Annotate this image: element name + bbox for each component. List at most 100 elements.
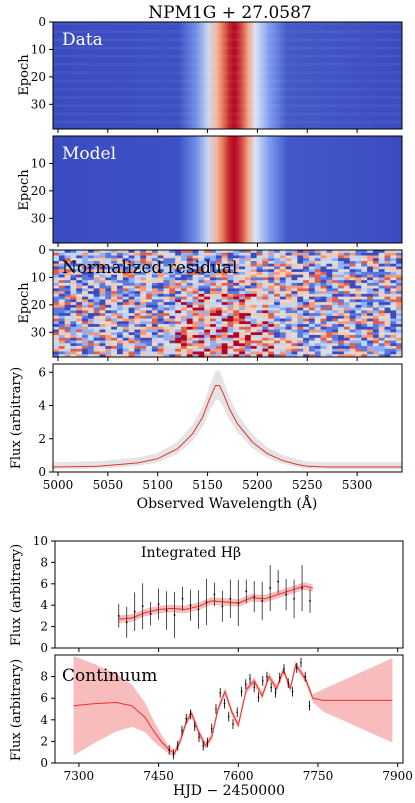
residual-cell — [151, 282, 159, 287]
residual-cell — [372, 321, 380, 325]
residual-cell — [58, 271, 66, 276]
residual-cell — [210, 310, 217, 314]
residual-cell — [87, 274, 95, 278]
residual-cell — [378, 302, 385, 306]
residual-cell — [256, 288, 263, 292]
residual-cell — [361, 282, 368, 287]
residual-cell — [204, 315, 211, 319]
residual-cell — [256, 348, 263, 352]
residual-cell — [349, 291, 356, 295]
hbeta-point — [269, 587, 272, 589]
residual-cell — [87, 310, 95, 314]
residual-cell — [314, 282, 321, 287]
residual-cell — [122, 282, 130, 287]
residual-cell — [268, 252, 275, 256]
residual-cell — [215, 346, 223, 350]
residual-cell — [396, 263, 403, 267]
residual-cell — [169, 307, 176, 311]
residual-cell — [390, 302, 397, 306]
residual-cell — [151, 266, 159, 270]
residual-cell — [326, 277, 333, 281]
residual-cell — [396, 291, 403, 295]
residual-cell — [87, 354, 95, 358]
residual-cell — [244, 343, 252, 347]
residual-cell — [390, 296, 397, 300]
residual-cell — [82, 324, 89, 328]
residual-cell — [297, 329, 304, 333]
residual-cell — [390, 277, 397, 281]
residual-cell — [338, 343, 345, 347]
residual-cell — [384, 258, 391, 262]
residual-cell — [332, 274, 339, 278]
residual-cell — [163, 348, 170, 352]
residual-cell — [355, 280, 362, 284]
residual-cell — [210, 335, 217, 339]
residual-cell — [175, 346, 182, 350]
residual-cell — [93, 252, 100, 256]
residual-cell — [303, 282, 310, 287]
residual-cell — [192, 304, 199, 309]
residual-cell — [151, 250, 159, 254]
residual-cell — [105, 255, 112, 259]
heatmap-data-epoch-row — [53, 46, 402, 50]
residual-cell — [250, 266, 257, 270]
residual-cell — [343, 337, 351, 341]
residual-cell — [192, 296, 199, 300]
residual-cell — [87, 285, 95, 289]
residual-cell — [233, 326, 240, 330]
residual-cell — [384, 343, 391, 347]
residual-cell — [291, 250, 298, 254]
residual-cell — [64, 280, 71, 284]
residual-cell — [361, 285, 368, 289]
residual-cell — [349, 354, 356, 358]
residual-cell — [116, 324, 124, 328]
residual-cell — [227, 293, 234, 298]
residual-cell — [87, 255, 95, 259]
residual-cell — [349, 348, 356, 352]
residual-cell — [76, 250, 83, 254]
residual-cell — [227, 307, 234, 311]
residual-cell — [175, 348, 182, 352]
residual-cell — [82, 260, 89, 265]
residual-cell — [227, 263, 234, 267]
residual-cell — [291, 288, 298, 292]
residual-cell — [169, 280, 176, 284]
residual-cell — [76, 291, 83, 295]
residual-cell — [378, 307, 385, 311]
residual-cell — [274, 250, 281, 254]
residual-cell — [221, 293, 228, 298]
residual-cell — [244, 299, 252, 303]
residual-cell — [151, 343, 159, 347]
hbeta-point — [125, 621, 128, 624]
residual-cell — [175, 343, 182, 347]
residual-cell — [175, 263, 182, 267]
residual-cell — [343, 288, 351, 292]
residual-cell — [338, 285, 345, 289]
residual-cell — [338, 269, 345, 273]
residual-cell — [204, 348, 211, 352]
residual-cell — [163, 250, 170, 254]
heatmap-ytick-label: 30 — [31, 211, 46, 225]
residual-cell — [256, 260, 263, 265]
residual-cell — [303, 354, 310, 358]
residual-cell — [210, 288, 217, 292]
residual-cell — [163, 321, 170, 325]
residual-cell — [308, 250, 316, 254]
residual-cell — [128, 252, 135, 256]
residual-cell — [128, 324, 135, 328]
residual-cell — [332, 326, 339, 330]
residual-cell — [396, 302, 403, 306]
residual-cell — [122, 354, 130, 358]
residual-cell — [70, 299, 77, 303]
residual-cell — [303, 258, 310, 262]
residual-cell — [116, 285, 124, 289]
residual-cell — [256, 343, 263, 347]
residual-cell — [175, 269, 182, 273]
residual-cell — [111, 335, 118, 339]
residual-cell — [355, 266, 362, 270]
hbeta-point — [165, 609, 168, 612]
residual-cell — [64, 348, 71, 352]
residual-cell — [105, 346, 112, 350]
residual-cell — [93, 351, 100, 355]
